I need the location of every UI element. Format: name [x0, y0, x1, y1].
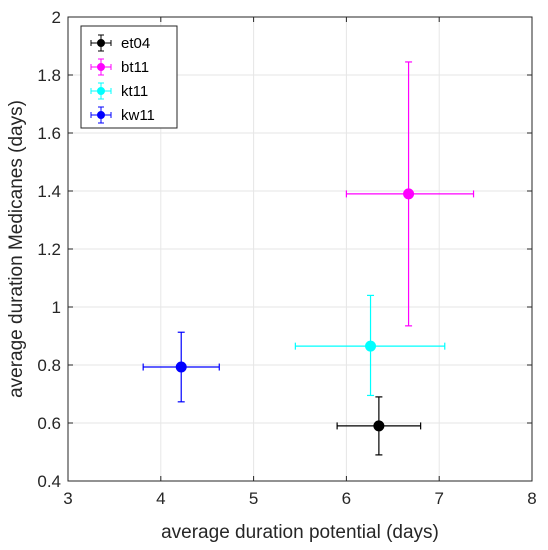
legend-label: et04: [121, 35, 150, 52]
data-point: [175, 361, 187, 373]
x-tick-label: 6: [342, 489, 351, 508]
legend-item-bt11: bt11: [90, 58, 149, 76]
x-tick-label: 4: [156, 489, 165, 508]
data-series: [142, 61, 475, 456]
data-point: [373, 420, 385, 432]
series-kw11: [142, 331, 220, 403]
legend-label: bt11: [121, 59, 149, 76]
legend-item-kw11: kw11: [90, 106, 155, 124]
y-tick-label: 1.6: [37, 124, 61, 143]
legend-label: kw11: [121, 107, 155, 124]
y-tick-label: 1.2: [37, 240, 61, 259]
legend-marker: [97, 63, 105, 71]
y-axis-label: average duration Medicanes (days): [6, 100, 27, 398]
legend-item-kt11: kt11: [90, 82, 148, 100]
axis-ticks: 3 4 5 6 7 8 0.4 0.6 0.8 1 1.2 1.4 1.6 1.8 2: [37, 8, 536, 508]
x-tick-label: 8: [527, 489, 536, 508]
legend-item-et04: et04: [90, 34, 150, 52]
data-point: [365, 340, 377, 352]
series-bt11: [345, 61, 475, 327]
legend: et04 bt11 kt11 kw11: [80, 25, 178, 129]
legend-label: kt11: [121, 83, 148, 100]
data-point: [403, 188, 415, 200]
y-tick-label: 0.4: [37, 472, 61, 491]
y-tick-label: 0.8: [37, 356, 61, 375]
legend-marker: [97, 87, 105, 95]
y-tick-label: 0.6: [37, 414, 61, 433]
legend-marker: [97, 111, 105, 119]
y-tick-label: 1.4: [37, 182, 61, 201]
legend-marker: [97, 39, 105, 47]
x-axis-label: average duration potential (days): [161, 522, 439, 543]
x-tick-label: 3: [63, 489, 72, 508]
y-tick-label: 1: [52, 298, 61, 317]
x-tick-label: 5: [249, 489, 258, 508]
y-tick-label: 1.8: [37, 66, 61, 85]
grid-lines: [68, 17, 532, 481]
legend-items: et04 bt11 kt11 kw11: [90, 34, 155, 124]
series-et04: [336, 396, 422, 456]
y-tick-label: 2: [52, 8, 61, 27]
series-kt11: [294, 294, 446, 397]
x-tick-label: 7: [434, 489, 443, 508]
